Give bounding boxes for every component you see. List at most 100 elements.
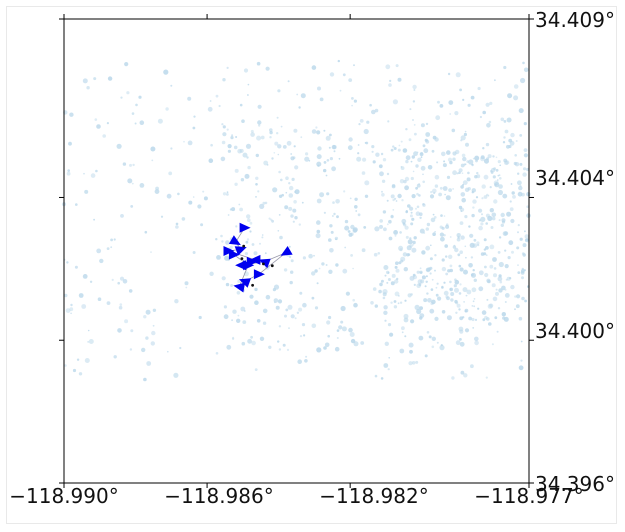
background-point — [342, 268, 348, 274]
background-point — [444, 193, 446, 196]
background-point — [326, 192, 330, 196]
background-point — [397, 302, 400, 305]
background-point — [111, 278, 114, 281]
background-point — [209, 100, 212, 102]
background-point — [225, 282, 230, 287]
background-point — [354, 205, 358, 209]
background-point — [360, 341, 365, 345]
background-point — [410, 160, 413, 163]
background-point — [382, 158, 387, 162]
background-point — [311, 65, 317, 70]
background-point — [326, 320, 331, 325]
background-point — [150, 251, 152, 253]
background-point — [411, 361, 416, 365]
background-point — [335, 263, 339, 267]
background-point — [439, 186, 443, 190]
background-point — [458, 326, 464, 332]
background-point — [332, 201, 335, 204]
background-point — [124, 62, 129, 67]
position-marker-11[interactable] — [233, 281, 246, 293]
background-point — [390, 281, 395, 286]
background-point — [200, 223, 204, 227]
background-point — [96, 124, 101, 129]
background-point — [486, 278, 491, 283]
background-point — [394, 234, 397, 237]
background-point — [294, 165, 299, 170]
background-point — [435, 286, 438, 289]
background-point — [392, 99, 398, 105]
background-point — [483, 195, 488, 199]
position-marker-9[interactable] — [253, 269, 265, 280]
background-point — [410, 176, 414, 181]
background-point — [347, 145, 353, 151]
position-marker-4[interactable] — [249, 254, 261, 265]
background-point — [363, 128, 369, 135]
background-point — [354, 197, 358, 201]
position-marker-8[interactable] — [278, 245, 293, 260]
background-point — [470, 364, 474, 369]
position-marker-1[interactable] — [228, 235, 244, 249]
background-point — [361, 171, 366, 175]
background-point — [198, 315, 202, 320]
position-marker-2[interactable] — [234, 242, 249, 256]
background-point — [441, 310, 446, 314]
background-point — [102, 134, 106, 138]
background-point — [192, 196, 195, 198]
background-point — [345, 291, 350, 296]
background-point — [498, 184, 503, 189]
background-point — [445, 195, 451, 201]
background-point — [262, 308, 268, 314]
background-point — [524, 234, 529, 239]
background-point — [445, 224, 450, 229]
background-point — [375, 152, 380, 157]
background-point — [187, 96, 192, 101]
position-marker-13[interactable] — [228, 249, 240, 260]
background-point — [170, 147, 173, 150]
background-point — [333, 150, 336, 153]
background-point — [476, 171, 479, 175]
position-marker-12[interactable] — [243, 260, 255, 271]
background-point — [326, 159, 330, 162]
background-point — [174, 299, 179, 304]
background-point — [465, 256, 467, 259]
background-point — [361, 248, 366, 253]
background-point — [184, 281, 189, 286]
background-point — [405, 159, 409, 164]
background-point — [391, 184, 396, 189]
background-point — [506, 211, 512, 217]
background-point — [430, 301, 434, 306]
background-point — [454, 247, 459, 253]
background-point — [520, 340, 523, 343]
background-point — [459, 341, 465, 347]
background-point — [439, 104, 444, 108]
background-point — [84, 358, 90, 363]
background-point — [235, 225, 238, 228]
background-point — [478, 219, 482, 222]
background-point — [412, 170, 415, 173]
background-point — [517, 231, 519, 234]
background-point — [69, 307, 74, 312]
background-point — [316, 229, 321, 234]
background-point — [495, 288, 498, 291]
background-point — [459, 283, 462, 286]
background-point — [403, 317, 409, 323]
background-point — [257, 190, 260, 193]
background-point — [520, 271, 525, 275]
background-point — [237, 314, 240, 317]
background-point — [116, 143, 122, 149]
background-point — [130, 329, 134, 333]
background-point — [222, 192, 227, 196]
background-point — [362, 157, 367, 162]
background-point — [390, 215, 394, 219]
background-point — [374, 226, 380, 232]
background-point — [311, 323, 317, 329]
background-point — [431, 336, 436, 341]
background-point — [431, 149, 435, 153]
background-point — [399, 348, 405, 354]
position-marker-0[interactable] — [239, 222, 251, 233]
background-point — [498, 219, 501, 222]
background-point — [374, 304, 378, 308]
background-point — [459, 221, 464, 226]
background-point — [519, 162, 523, 166]
